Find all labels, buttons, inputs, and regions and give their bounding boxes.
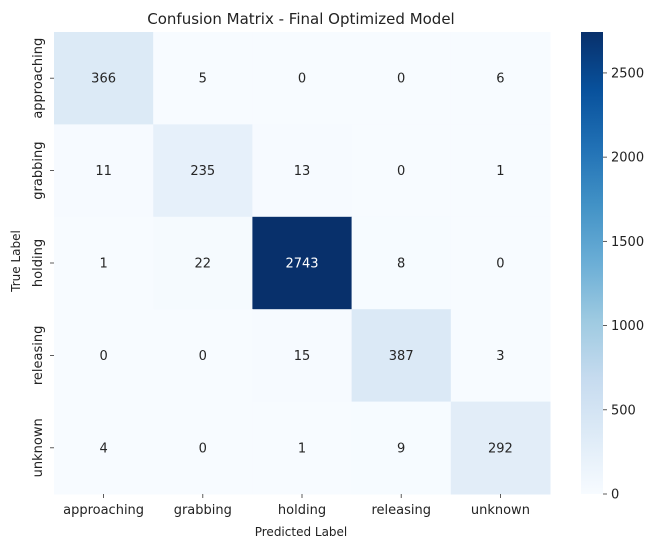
heatmap-cell <box>450 309 551 403</box>
cell-value-label: 11 <box>95 164 112 179</box>
cell-value-label: 0 <box>298 72 306 87</box>
cell-value-label: 0 <box>199 349 207 364</box>
heatmap-cell <box>351 401 452 495</box>
cell-value-label: 0 <box>199 441 207 456</box>
cell-value-label: 366 <box>91 72 116 87</box>
heatmap-cell <box>153 401 253 495</box>
heatmap-cell <box>54 124 154 218</box>
y-axis-label: True Label <box>9 230 23 293</box>
heatmap-cell <box>54 401 154 495</box>
heatmap-cell <box>252 401 353 495</box>
colorbar-tick-label: 1500 <box>611 235 644 250</box>
colorbar-ticks: 0 500 1000 1500 2000 2500 <box>603 66 644 503</box>
colorbar-tick-label: 2500 <box>611 66 644 81</box>
colorbar-tick-label: 2000 <box>611 151 644 166</box>
x-axis-ticks: approaching grabbing holding releasing unkno… <box>63 494 530 518</box>
heatmap-cell <box>351 309 452 403</box>
cell-value-label: 387 <box>389 349 414 364</box>
cell-value-label: 4 <box>99 441 107 456</box>
heatmap-cell <box>351 124 452 218</box>
heatmap-cell <box>252 309 353 403</box>
heatmap-cell <box>252 124 353 218</box>
cell-value-label: 6 <box>496 72 504 87</box>
cell-value-label: 292 <box>488 441 513 456</box>
heatmap-cell <box>450 401 551 495</box>
colorbar-tick-label: 1000 <box>611 319 644 334</box>
heatmap-cell <box>54 309 154 403</box>
x-tick-label: grabbing <box>174 503 232 518</box>
cell-value-label: 0 <box>397 72 405 87</box>
x-tick-label: approaching <box>63 503 144 518</box>
cell-value-label: 13 <box>294 164 311 179</box>
colorbar-tick-label: 0 <box>611 488 619 503</box>
cell-value-label: 3 <box>496 349 504 364</box>
cell-value-label: 9 <box>397 441 405 456</box>
heatmap-cell <box>54 216 154 310</box>
cell-value-label: 1 <box>99 257 107 272</box>
cell-value-label: 1 <box>496 164 504 179</box>
cell-value-label: 2743 <box>285 257 318 272</box>
heatmap-cell <box>351 216 452 310</box>
cell-value-label: 8 <box>397 257 405 272</box>
cell-value-label: 15 <box>294 349 311 364</box>
chart-title: Confusion Matrix - Final Optimized Model <box>147 10 454 28</box>
colorbar-tick-label: 500 <box>611 403 636 418</box>
cell-value-label: 0 <box>397 164 405 179</box>
heatmap-cell <box>153 309 253 403</box>
cell-value-label: 1 <box>298 441 306 456</box>
x-axis-label: Predicted Label <box>255 525 348 539</box>
heatmap-cell <box>252 216 353 310</box>
heatmap-cell <box>351 32 452 125</box>
heatmap-cell <box>450 124 551 218</box>
cell-value-label: 0 <box>496 257 504 272</box>
heatmap-cell <box>153 124 253 218</box>
heatmap-cell <box>153 32 253 125</box>
y-axis-ticks: approaching grabbing holding releasing unkno… <box>31 38 54 477</box>
cell-value-label: 22 <box>195 257 212 272</box>
x-tick-label: unknown <box>471 503 530 518</box>
y-tick-label: releasing <box>31 326 46 386</box>
y-tick-label: approaching <box>31 38 46 119</box>
y-tick-label: grabbing <box>31 142 46 200</box>
y-tick-label: unknown <box>31 418 46 477</box>
y-tick-label: holding <box>31 239 46 287</box>
cell-value-label: 235 <box>190 164 215 179</box>
heatmap-cell <box>450 216 551 310</box>
x-tick-label: holding <box>278 503 326 518</box>
cell-value-label: 0 <box>99 349 107 364</box>
x-tick-label: releasing <box>371 503 431 518</box>
heatmap-cell <box>54 32 154 125</box>
heatmap-cells: 366 5 0 0 611 235 13 0 11 22 2743 8 00 0 15 387 34 0 1 9 292 <box>54 32 551 495</box>
cell-value-label: 5 <box>199 72 207 87</box>
heatmap-cell <box>153 216 253 310</box>
heatmap-cell <box>450 32 551 125</box>
colorbar <box>581 32 603 494</box>
heatmap-cell <box>252 32 353 125</box>
